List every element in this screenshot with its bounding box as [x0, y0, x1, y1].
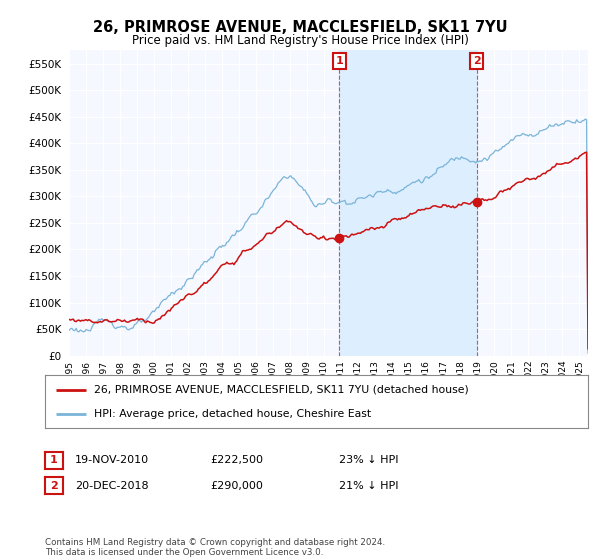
Text: 2: 2 — [50, 480, 58, 491]
Text: £290,000: £290,000 — [210, 480, 263, 491]
Bar — [339, 50, 477, 356]
Text: 26, PRIMROSE AVENUE, MACCLESFIELD, SK11 7YU: 26, PRIMROSE AVENUE, MACCLESFIELD, SK11 … — [92, 20, 508, 35]
Text: 23% ↓ HPI: 23% ↓ HPI — [339, 455, 398, 465]
Text: 26, PRIMROSE AVENUE, MACCLESFIELD, SK11 7YU (detached house): 26, PRIMROSE AVENUE, MACCLESFIELD, SK11 … — [94, 385, 469, 395]
Text: Contains HM Land Registry data © Crown copyright and database right 2024.
This d: Contains HM Land Registry data © Crown c… — [45, 538, 385, 557]
Text: 19-NOV-2010: 19-NOV-2010 — [75, 455, 149, 465]
Text: Price paid vs. HM Land Registry's House Price Index (HPI): Price paid vs. HM Land Registry's House … — [131, 34, 469, 46]
Text: 20-DEC-2018: 20-DEC-2018 — [75, 480, 149, 491]
Text: HPI: Average price, detached house, Cheshire East: HPI: Average price, detached house, Ches… — [94, 409, 371, 419]
Text: 2: 2 — [473, 56, 481, 66]
Text: 21% ↓ HPI: 21% ↓ HPI — [339, 480, 398, 491]
Text: 1: 1 — [335, 56, 343, 66]
Text: 1: 1 — [50, 455, 58, 465]
Text: £222,500: £222,500 — [210, 455, 263, 465]
